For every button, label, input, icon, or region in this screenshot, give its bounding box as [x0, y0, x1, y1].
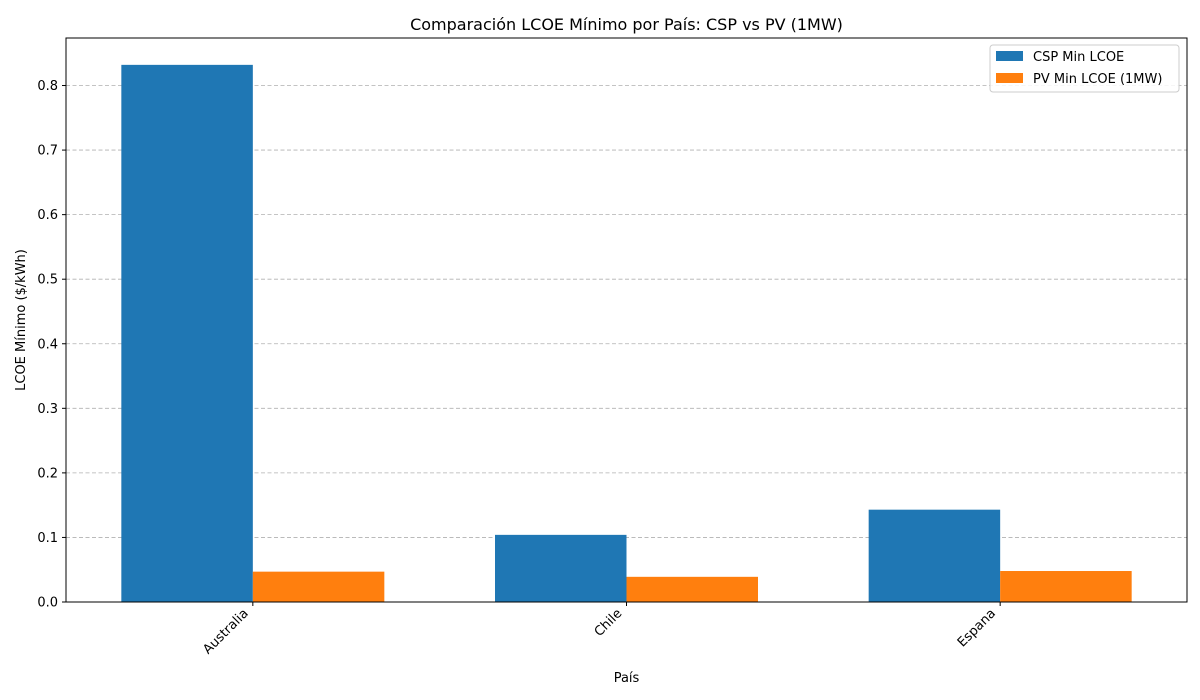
y-tick-label: 0.4: [37, 337, 58, 352]
legend: CSP Min LCOE PV Min LCOE (1MW): [989, 44, 1180, 93]
y-tick-label: 0.6: [37, 208, 58, 223]
bar-australia-csp: [121, 64, 253, 603]
y-tick-label: 0.3: [37, 402, 58, 417]
y-axis-label: LCOE Mínimo ($/kWh): [14, 249, 29, 391]
x-tick-label: Chile: [592, 606, 626, 640]
y-tick-label: 0.1: [37, 531, 58, 546]
x-axis-label: País: [614, 671, 640, 686]
bars: [121, 64, 1132, 603]
legend-swatch: [996, 51, 1023, 61]
x-tick-label: Australia: [200, 606, 251, 657]
legend-label: PV Min LCOE (1MW): [1033, 72, 1162, 87]
chart-title: Comparación LCOE Mínimo por País: CSP vs…: [410, 15, 843, 34]
x-axis: Australia Chile Espana: [200, 602, 1001, 657]
bar-australia-pv: [252, 571, 385, 602]
bar-espana-pv: [1000, 571, 1132, 602]
legend-frame: [989, 44, 1180, 93]
y-tick-label: 0.5: [37, 273, 58, 288]
bar-espana-csp: [868, 509, 1001, 602]
y-tick-label: 0.8: [37, 79, 58, 94]
bar-chile-pv: [626, 576, 758, 602]
x-tick-label: Espana: [955, 606, 999, 650]
y-tick-label: 0.2: [37, 466, 58, 481]
bar-chile-csp: [495, 534, 627, 602]
legend-swatch: [996, 73, 1023, 83]
legend-label: CSP Min LCOE: [1033, 50, 1124, 65]
y-axis: 0.0 0.1 0.2 0.3 0.4 0.5 0.6 0.7 0.8: [37, 79, 66, 611]
y-tick-label: 0.7: [37, 144, 58, 159]
y-tick-label: 0.0: [37, 596, 58, 611]
